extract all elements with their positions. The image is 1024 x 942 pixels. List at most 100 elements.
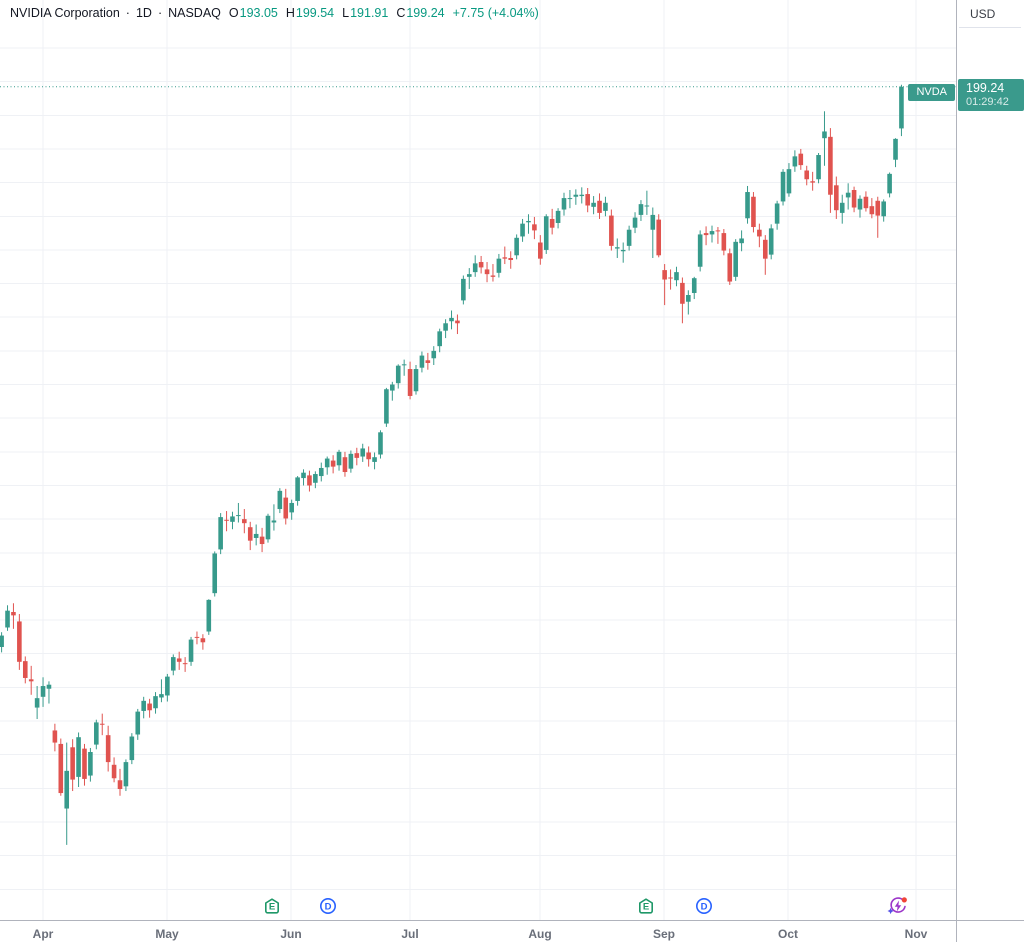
currency-label[interactable]: USD bbox=[970, 7, 996, 21]
candle-body bbox=[526, 220, 531, 223]
candle-body bbox=[153, 696, 158, 709]
candle-body bbox=[105, 735, 111, 763]
candle-body bbox=[437, 331, 442, 347]
candle-body bbox=[123, 762, 129, 787]
candle-body bbox=[58, 743, 64, 794]
candle-body bbox=[395, 365, 401, 384]
candle-body bbox=[401, 364, 407, 366]
candle-body bbox=[141, 700, 146, 711]
candle-body bbox=[111, 764, 117, 779]
last-price-value: 199.24 bbox=[966, 81, 1005, 96]
candle-body bbox=[390, 384, 395, 391]
svg-text:D: D bbox=[325, 901, 332, 912]
candle-body bbox=[697, 234, 703, 267]
candle-body bbox=[603, 202, 608, 211]
candle-body bbox=[774, 203, 780, 224]
month-label-jun: Jun bbox=[280, 927, 302, 941]
chart-legend: NVIDIA Corporation · 1D · NASDAQ O193.05… bbox=[10, 5, 539, 21]
candle-body bbox=[348, 453, 354, 469]
interval-button[interactable]: 1D bbox=[135, 6, 152, 20]
candle-body bbox=[620, 249, 626, 252]
candle-body bbox=[591, 202, 596, 207]
candle-body bbox=[455, 320, 460, 324]
candle-body bbox=[76, 737, 81, 777]
candle-body bbox=[727, 253, 733, 282]
candle-body bbox=[413, 369, 419, 392]
candle-body bbox=[614, 247, 620, 249]
candle-body bbox=[70, 747, 75, 780]
candle-body bbox=[336, 451, 342, 466]
time-axis-border bbox=[0, 920, 1024, 921]
price-axis[interactable]: 205.00200.00195.00190.00185.00180.00175.… bbox=[957, 0, 1024, 942]
candle-body bbox=[472, 263, 478, 273]
ohlc-open: O193.05 bbox=[228, 6, 278, 20]
candle-body bbox=[259, 536, 265, 545]
ohlc-close: C199.24 bbox=[396, 6, 445, 20]
candle-body bbox=[863, 196, 869, 209]
candle-body bbox=[644, 205, 650, 207]
candle-body bbox=[585, 194, 590, 206]
candle-body bbox=[680, 282, 685, 304]
candle-body bbox=[5, 610, 10, 628]
month-label-sep: Sep bbox=[652, 927, 676, 941]
candle-body bbox=[176, 658, 182, 662]
candle-body bbox=[786, 169, 792, 194]
dividend-icon[interactable]: D bbox=[694, 896, 714, 916]
candle-body bbox=[88, 751, 93, 776]
symbol-title[interactable]: NVIDIA Corporation bbox=[10, 6, 120, 20]
ohlc-low: L191.91 bbox=[342, 6, 389, 20]
month-label-may: May bbox=[155, 927, 179, 941]
candle-body bbox=[662, 270, 667, 280]
candle-body bbox=[715, 230, 721, 232]
bar-countdown: 01:29:42 bbox=[966, 96, 1009, 109]
candle-body bbox=[632, 217, 638, 228]
candle-body bbox=[194, 636, 200, 638]
candle-body bbox=[159, 694, 164, 698]
candle-body bbox=[845, 192, 851, 198]
candle-body bbox=[188, 639, 194, 662]
candle-body bbox=[28, 679, 34, 682]
candle-body bbox=[200, 638, 206, 643]
candle-body bbox=[253, 533, 259, 538]
candle-body bbox=[709, 231, 715, 235]
candle-body bbox=[686, 295, 691, 302]
candle-body bbox=[247, 527, 253, 541]
candle-body bbox=[851, 190, 857, 208]
candle-body bbox=[52, 730, 58, 743]
candle-body bbox=[366, 452, 371, 460]
candle-body bbox=[828, 136, 833, 195]
last-price-axis-badge[interactable]: 199.24 01:29:42 bbox=[958, 79, 1024, 112]
candle-body bbox=[230, 516, 235, 522]
month-label-apr: Apr bbox=[32, 927, 54, 941]
candle-body bbox=[236, 515, 241, 517]
month-label-aug: Aug bbox=[528, 927, 552, 941]
candle-body bbox=[762, 239, 768, 259]
candle-body bbox=[11, 612, 16, 616]
candle-body bbox=[407, 369, 413, 396]
special-event-icon[interactable] bbox=[887, 896, 907, 916]
candle-body bbox=[549, 218, 555, 228]
candle-body bbox=[484, 269, 490, 275]
candle-body bbox=[638, 204, 644, 215]
candle-body bbox=[301, 472, 306, 479]
candle-body bbox=[555, 210, 561, 223]
candle-body bbox=[182, 663, 188, 665]
earnings-icon[interactable]: E bbox=[636, 896, 656, 916]
legend-separator: · bbox=[125, 6, 130, 20]
exchange-label[interactable]: NASDAQ bbox=[168, 6, 221, 20]
svg-text:E: E bbox=[643, 901, 649, 912]
candle-body bbox=[17, 621, 22, 662]
candle-body bbox=[869, 206, 875, 215]
dividend-icon[interactable]: D bbox=[318, 896, 338, 916]
candle-body bbox=[508, 257, 514, 261]
candle-body bbox=[431, 350, 437, 359]
candle-body bbox=[745, 192, 750, 219]
legend-separator: · bbox=[157, 6, 163, 20]
candle-body bbox=[372, 457, 377, 462]
candle-body bbox=[324, 458, 330, 468]
candle-body bbox=[579, 194, 585, 197]
earnings-icon[interactable]: E bbox=[262, 896, 282, 916]
last-price-symbol-badge[interactable]: NVDA bbox=[908, 83, 955, 101]
